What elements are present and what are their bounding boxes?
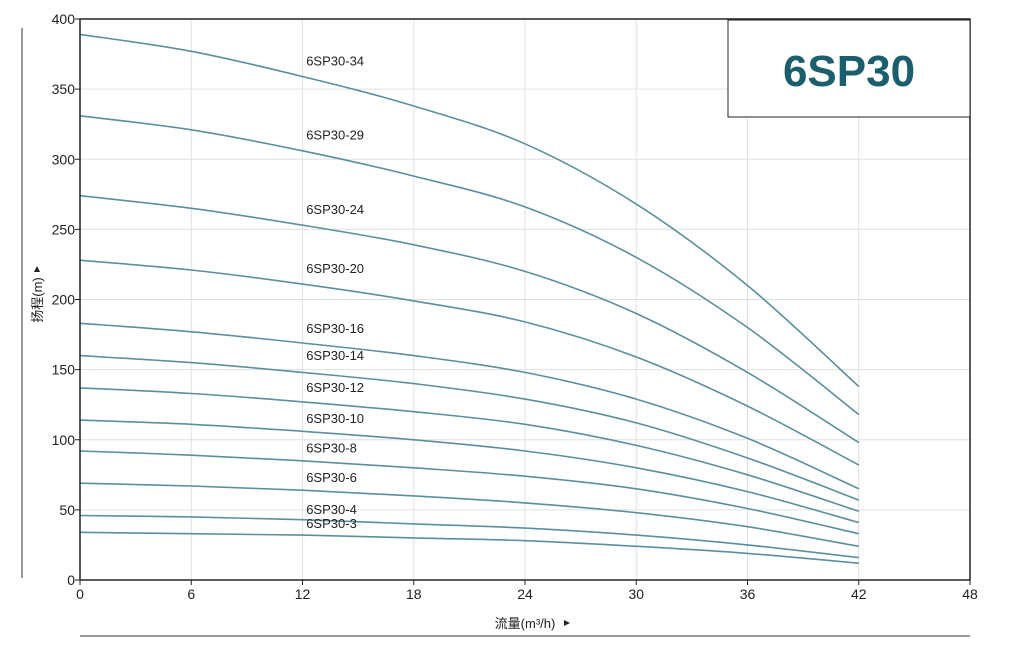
series-label: 6SP30-3 bbox=[306, 516, 357, 531]
x-tick-label: 42 bbox=[851, 586, 867, 602]
x-tick-label: 12 bbox=[295, 586, 311, 602]
axes bbox=[75, 18, 971, 585]
series-label: 6SP30-10 bbox=[306, 411, 364, 426]
x-tick-label: 0 bbox=[76, 586, 84, 602]
y-tick-label: 200 bbox=[52, 292, 76, 308]
series-line-6sp30-34 bbox=[79, 33, 860, 388]
y-tick-label: 100 bbox=[52, 432, 76, 448]
x-tick-label: 48 bbox=[962, 586, 978, 602]
series-label: 6SP30-34 bbox=[306, 53, 364, 68]
series-line-6sp30-6 bbox=[79, 482, 859, 548]
series-line-6sp30-3 bbox=[79, 531, 859, 564]
series-line-6sp30-8 bbox=[79, 450, 859, 535]
series-label: 6SP30-12 bbox=[306, 380, 364, 395]
x-axis-title-text: 流量(m³/h) bbox=[495, 616, 556, 631]
series-line-6sp30-4 bbox=[79, 514, 859, 559]
series-line-6sp30-24 bbox=[79, 194, 860, 444]
series-label: 6SP30-24 bbox=[306, 202, 364, 217]
x-tick-label: 18 bbox=[406, 586, 422, 602]
x-tick-label: 36 bbox=[740, 586, 756, 602]
series-line-6sp30-14 bbox=[79, 354, 860, 501]
x-axis-arrow-icon bbox=[564, 620, 570, 626]
series-line-6sp30-10 bbox=[79, 419, 860, 524]
series-line-6sp30-29 bbox=[79, 115, 860, 416]
title-box-frame bbox=[727, 19, 971, 118]
title-box: 6SP30 bbox=[727, 19, 971, 118]
y-tick-label: 400 bbox=[52, 11, 76, 27]
series-line-6sp30-12 bbox=[79, 387, 860, 513]
x-tick-label: 30 bbox=[628, 586, 644, 602]
y-axis-title-text: 扬程(m) bbox=[30, 277, 45, 323]
series-labels: 6SP30-34 6SP30-29 6SP30-24 6SP30-20 6SP30-16… bbox=[306, 53, 364, 531]
x-axis-title: 流量(m³/h) bbox=[495, 616, 570, 631]
y-tick-label: 250 bbox=[52, 221, 76, 237]
performance-curves bbox=[79, 33, 860, 564]
y-axis-title: 扬程(m) bbox=[30, 266, 45, 323]
y-axis-arrow-icon bbox=[34, 266, 40, 272]
y-tick-label: 0 bbox=[67, 572, 75, 588]
series-label: 6SP30-29 bbox=[306, 128, 364, 143]
x-tick-label: 24 bbox=[517, 586, 533, 602]
x-tick-labels: 0 6 12 18 24 30 36 42 48 bbox=[76, 586, 978, 602]
series-line-6sp30-16 bbox=[79, 322, 860, 490]
y-tick-label: 350 bbox=[52, 81, 76, 97]
y-tick-label: 150 bbox=[52, 362, 76, 378]
series-label: 6SP30-16 bbox=[306, 321, 364, 336]
series-label: 6SP30-6 bbox=[306, 470, 357, 485]
series-label: 6SP30-14 bbox=[306, 348, 364, 363]
series-label: 6SP30-8 bbox=[306, 440, 357, 455]
y-tick-labels: 0 50 100 150 200 250 300 350 400 bbox=[52, 11, 76, 588]
y-tick-label: 50 bbox=[59, 502, 75, 518]
x-tick-label: 6 bbox=[187, 586, 195, 602]
chart-title: 6SP30 bbox=[783, 47, 915, 96]
series-label: 6SP30-4 bbox=[306, 502, 357, 517]
series-line-6sp30-20 bbox=[79, 259, 860, 466]
y-tick-label: 300 bbox=[52, 151, 76, 167]
series-label: 6SP30-20 bbox=[306, 261, 364, 276]
